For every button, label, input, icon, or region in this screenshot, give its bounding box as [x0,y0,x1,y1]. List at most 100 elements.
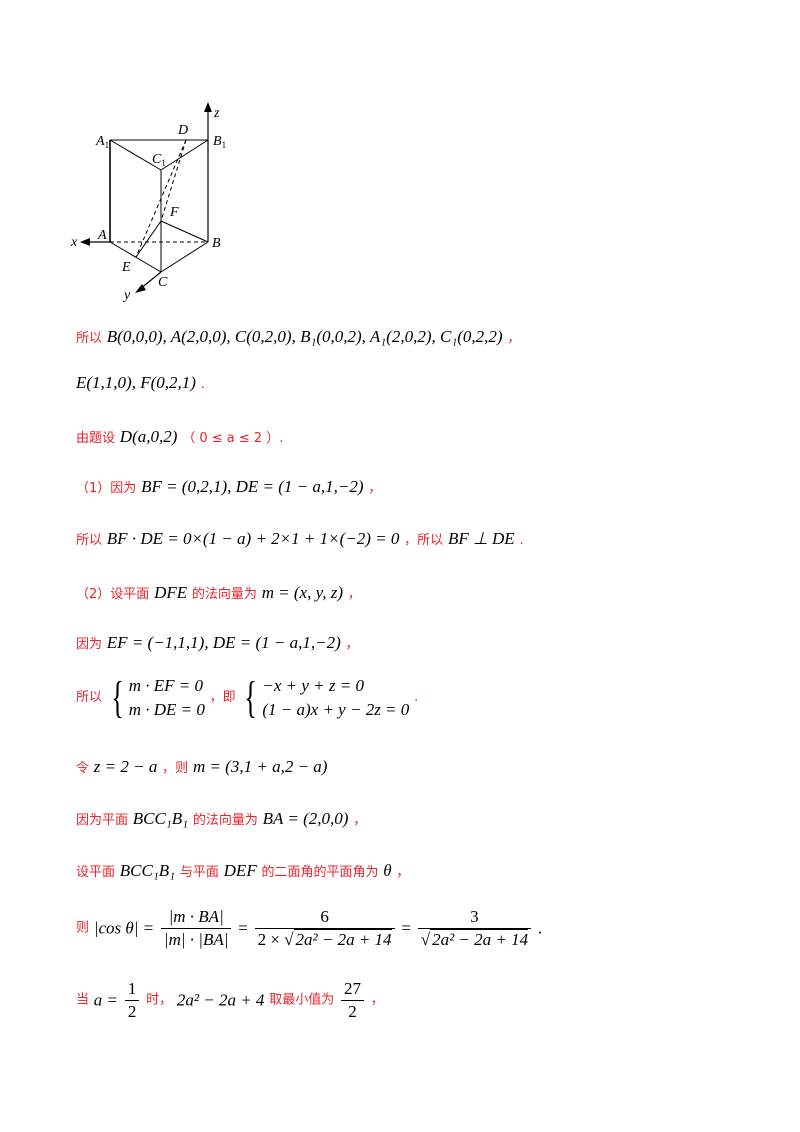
text-yu-pingmian: 与平面 [179,865,219,880]
x-axis-arrow [80,238,90,246]
equals-sign: = [238,918,248,938]
math-point-d: D(a,0,2) [119,427,178,446]
fraction-min-value: 27 2 [341,978,365,1023]
plane-bcc1b1: BCC₁B₁ [119,861,176,880]
label-z: z [213,106,220,121]
label-a1: A1 [95,134,109,150]
equation-2: (1 − a)x + y − 2z = 0 [262,700,410,719]
fraction-half-numerator: 1 [124,978,140,1001]
brace-icon: { [111,673,124,722]
part-1-label: （1）因为 [76,481,137,496]
label-b1: B1 [213,134,226,150]
math-m-result: m = (3,1 + a,2 − a) [192,757,328,776]
edge-a1-c1 [109,139,162,171]
text-suoyi: 所以 [76,533,103,548]
z-axis-arrow [204,102,212,112]
plane-bcc1b1: BCC₁B₁ [132,809,189,828]
line-assume-d: 由题设 D(a,0,2) （ 0 ≤ a ≤ 2 ）. [76,426,283,450]
text-suoyi: 所以 [76,690,103,705]
text-she-pingmian: 设平面 [76,865,116,880]
label-c1: C1 [152,152,166,168]
line-part1-vectors: （1）因为 BF = (0,2,1), DE = (1 − a,1,−2) ， [76,476,381,500]
line-dihedral: 设平面 BCC₁B₁ 与平面 DEF 的二面角的平面角为 θ ， [76,860,409,884]
label-f: F [169,205,179,220]
line-let-z: 令 z = 2 − a ，则 m = (3,1 + a,2 − a) [76,756,327,780]
fraction-1-numerator: |m · BA| [160,906,232,929]
segment-d-f [160,139,187,222]
label-a: A [97,228,107,243]
math-vectors-ef-de: EF = (−1,1,1), DE = (1 − a,1,−2) [106,633,341,652]
math-z: z = 2 − a [93,757,158,776]
fraction-2-denominator: 2 × √ 2a² − 2a + 14 [257,929,392,949]
text-ling: 令 [76,761,90,776]
equation-1: −x + y + z = 0 [262,676,364,695]
fraction-1-denominator: |m| · |BA| [163,930,229,949]
math-a-eq: a = [93,990,119,1010]
punct: ， [368,481,382,496]
label-y: y [122,288,131,303]
math-perpendicular: BF ⊥ DE [447,529,515,548]
text-ze: ，则 [162,761,189,776]
text-suoyi: 所以 [76,331,103,346]
punct: . [537,918,543,938]
fraction-3-numerator: 3 [417,906,532,929]
edge-a-c [109,241,162,273]
condition-a-range: （ 0 ≤ a ≤ 2 ）. [182,431,284,446]
punct: ， [370,992,384,1008]
math-expression: 2a² − 2a + 4 [176,990,265,1010]
edge-c1-b1 [160,139,209,171]
math-ba: BA = (2,0,0) [262,809,349,828]
text-ze: 则 [76,920,90,936]
text-yinwei-pingmian: 因为平面 [76,813,129,828]
sqrt-radicand: 2a² − 2a + 14 [430,929,529,949]
math-dot-product: BF · DE = 0×(1 − a) + 2×1 + 1×(−2) = 0 [106,529,400,548]
y-axis-arrow [135,284,146,293]
line-vectors-ef-de: 因为 EF = (−1,1,1), DE = (1 − a,1,−2) ， [76,632,359,656]
line-plane-bcc1b1: 因为平面 BCC₁B₁ 的法向量为 BA = (2,0,0) ， [76,808,366,832]
math-abs-cos: |cos θ| = [93,918,155,938]
punct: . [200,377,205,392]
math-points-1: B(0,0,0), A(2,0,0), C(0,2,0), B₁(0,0,2),… [106,327,503,346]
part-2-label: （2）设平面 [76,587,150,602]
line-dot-product: 所以 BF · DE = 0×(1 − a) + 2×1 + 1×(−2) = … [76,528,524,552]
label-x: x [70,235,78,250]
prism-figure: A1 D B1 C1 F x A B E C y z [70,102,226,303]
math-vectors-bf-de: BF = (0,2,1), DE = (1 − a,1,−2) [141,477,364,496]
plane-dfe: DFE [154,583,188,602]
math-theta: θ [383,861,392,880]
text-normal: 的法向量为 [191,587,257,602]
text-suoyi-2: ，所以 [404,533,444,548]
text-dang: 当 [76,992,90,1008]
punct: ， [345,637,359,652]
equation-m-de: m · DE = 0 [128,700,205,719]
label-c: C [158,275,168,290]
punct: ， [396,865,410,880]
math-normal-m: m = (x, y, z) [261,583,344,602]
line-coords-1: 所以 B(0,0,0), A(2,0,0), C(0,2,0), B₁(0,0,… [76,326,520,350]
text-yinwei: 因为 [76,637,103,652]
system-1: m · EF = 0 m · DE = 0 [129,674,205,722]
brace-icon: { [244,673,258,722]
punct: . [414,690,419,705]
label-d: D [177,123,188,138]
line-coords-2: E(1,1,0), F(0,2,1) . [76,372,205,396]
fraction-half: 1 2 [124,978,140,1023]
sqrt-radicand: 2a² − 2a + 14 [293,929,392,949]
text-tishe: 由题设 [76,431,116,446]
line-part2-normal: （2）设平面 DFE 的法向量为 m = (x, y, z) ， [76,582,361,606]
punct: ， [347,587,361,602]
segment-e-f [135,220,162,258]
fraction-2: 6 2 × √ 2a² − 2a + 14 [254,906,395,951]
line-minimum: 当 a = 1 2 时， 2a² − 2a + 4 取最小值为 27 2 ， [76,978,384,1023]
text-normal: 的法向量为 [192,813,258,828]
fraction-3-denominator: √ 2a² − 2a + 14 [420,929,529,949]
equals-sign: = [401,918,411,938]
fraction-half-denominator: 2 [127,1002,137,1021]
y-axis [139,271,162,290]
label-e: E [121,260,131,275]
fraction-3: 3 √ 2a² − 2a + 14 [417,906,532,951]
line-cos-formula: 则 |cos θ| = |m · BA| |m| · |BA| = 6 2 × … [76,906,542,951]
text-shi: 时， [146,992,173,1008]
plane-def: DEF [223,861,257,880]
edge-b-c [160,241,209,273]
